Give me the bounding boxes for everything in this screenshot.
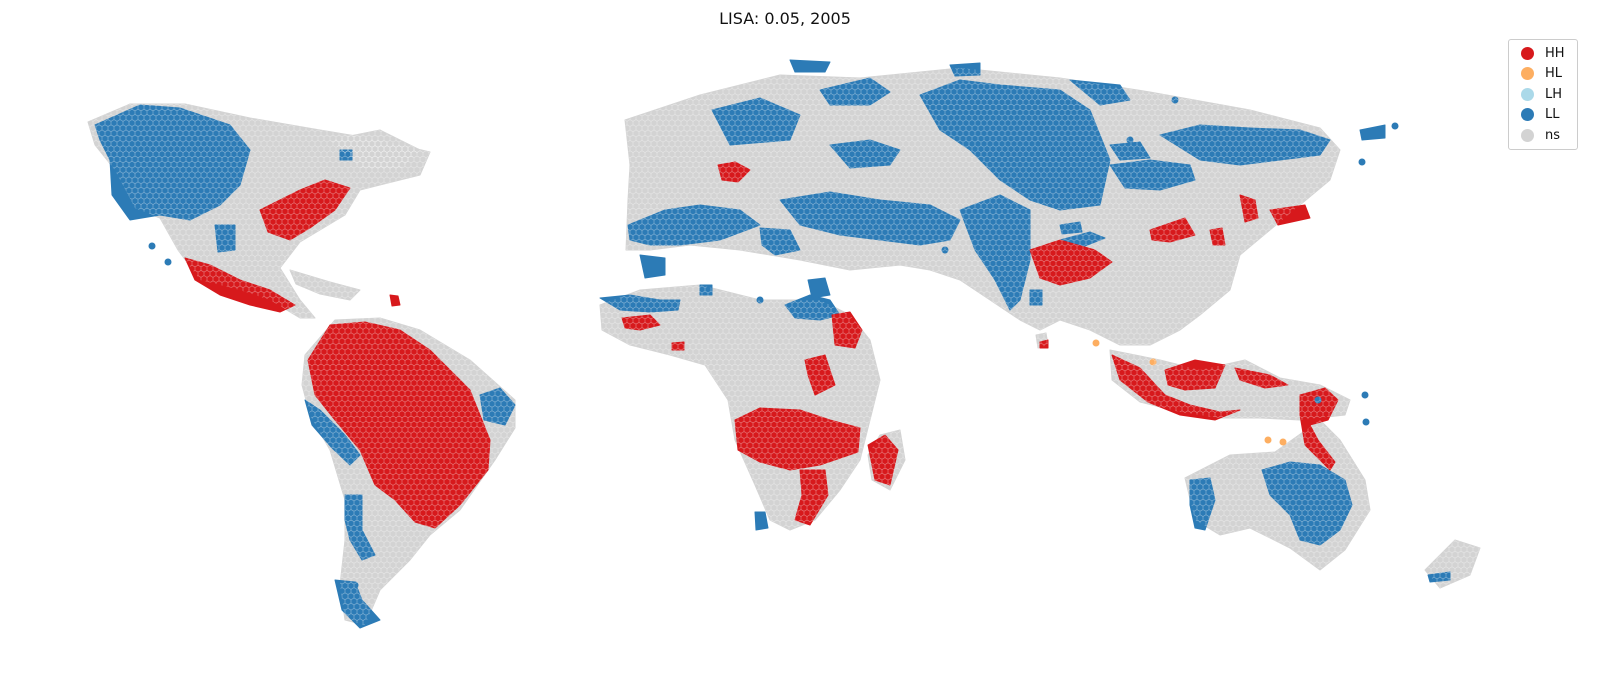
region-ll-24 [807,277,831,299]
hex-grid-overlay [88,68,1480,625]
legend-item-ns: ns [1509,125,1577,146]
cell-ll-10 [1391,122,1399,130]
legend-item-ll: LL [1509,105,1577,126]
region-ll-26 [754,511,769,531]
legend-item-lh: LH [1509,84,1577,105]
legend-label-lh: LH [1545,86,1563,102]
cell-ll-8 [1361,391,1369,399]
legend-item-hl: HL [1509,64,1577,85]
legend-label-hl: HL [1545,66,1563,82]
legend-swatch-ll [1521,108,1534,122]
cell-hl-2 [1264,436,1272,444]
cell-hl-0 [1092,339,1100,347]
map-title: LISA: 0.05, 2005 [719,9,851,28]
region-ll-33 [1359,124,1386,141]
legend-swatch-hl [1521,67,1534,81]
legend-label-hh: HH [1545,45,1565,61]
cell-ll-1 [164,258,172,266]
legend-item-hh: HH [1509,43,1577,64]
legend-swatch-lh [1521,87,1534,101]
region-hh-2 [389,294,401,307]
cell-ll-11 [1358,158,1366,166]
region-ll-17 [639,254,666,279]
legend-swatch-ns [1521,128,1534,142]
cell-ll-9 [1362,418,1370,426]
cell-hl-3 [1279,438,1287,446]
legend-label-ll: LL [1545,107,1560,123]
legend-label-ns: ns [1545,127,1561,143]
legend: HH HL LH LL ns [1508,39,1578,150]
cell-ll-0 [148,242,156,250]
legend-swatch-hh [1521,46,1534,60]
region-ll-12 [789,59,831,73]
